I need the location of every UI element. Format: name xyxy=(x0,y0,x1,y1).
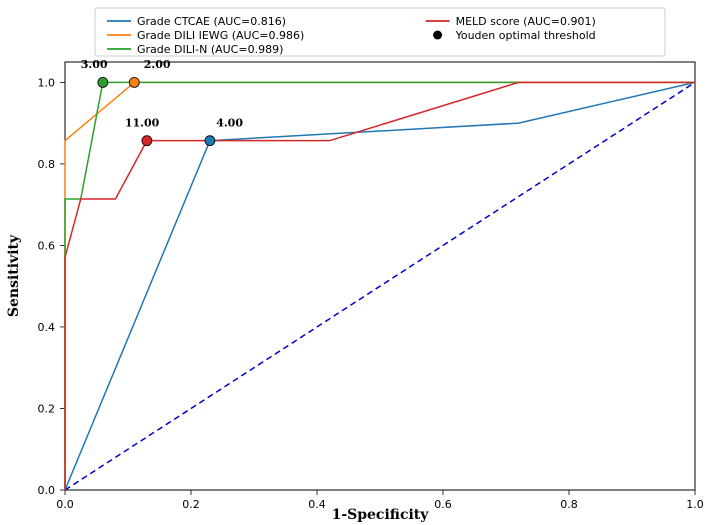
x-tick-label: 0.6 xyxy=(434,498,452,511)
y-tick-label: 0.0 xyxy=(38,484,56,497)
y-tick-label: 1.0 xyxy=(38,76,56,89)
youden-point-meld xyxy=(142,136,152,146)
youden-point-ctcae xyxy=(205,136,215,146)
x-tick-label: 0.0 xyxy=(56,498,74,511)
y-tick-label: 0.6 xyxy=(38,239,56,252)
y-tick-label: 0.2 xyxy=(38,402,56,415)
x-tick-label: 1.0 xyxy=(686,498,704,511)
y-tick-label: 0.8 xyxy=(38,158,56,171)
youden-point-iewg xyxy=(129,77,139,87)
youden-label-ctcae: 4.00 xyxy=(216,116,243,129)
legend-label-dilin: Grade DILI-N (AUC=0.989) xyxy=(137,43,283,56)
y-axis-label: Sensitivity xyxy=(6,234,22,317)
youden-label-dilin: 3.00 xyxy=(81,58,108,71)
legend-youden-marker xyxy=(433,31,442,40)
y-tick-label: 0.4 xyxy=(38,321,56,334)
youden-label-meld: 11.00 xyxy=(125,116,160,129)
legend-label-ctcae: Grade CTCAE (AUC=0.816) xyxy=(137,15,286,28)
roc-svg: 0.0 0.2 0.4 0.6 0.8 1.0 0.0 0.2 0.4 0.6 0.8 1.0 1-Sp… xyxy=(0,0,709,525)
youden-label-iewg: 2.00 xyxy=(144,58,171,71)
x-axis-label: 1-Specificity xyxy=(332,507,430,523)
youden-point-dilin xyxy=(98,77,108,87)
roc-chart: 0.0 0.2 0.4 0.6 0.8 1.0 0.0 0.2 0.4 0.6 0.8 1.0 1-Sp… xyxy=(0,0,709,525)
x-tick-label: 0.4 xyxy=(308,498,326,511)
legend-youden-label: Youden optimal threshold xyxy=(455,29,596,42)
x-tick-label: 0.8 xyxy=(560,498,578,511)
x-tick-label: 0.2 xyxy=(182,498,200,511)
legend-label-iewg: Grade DILI IEWG (AUC=0.986) xyxy=(137,29,304,42)
legend-label-meld: MELD score (AUC=0.901) xyxy=(456,15,596,28)
